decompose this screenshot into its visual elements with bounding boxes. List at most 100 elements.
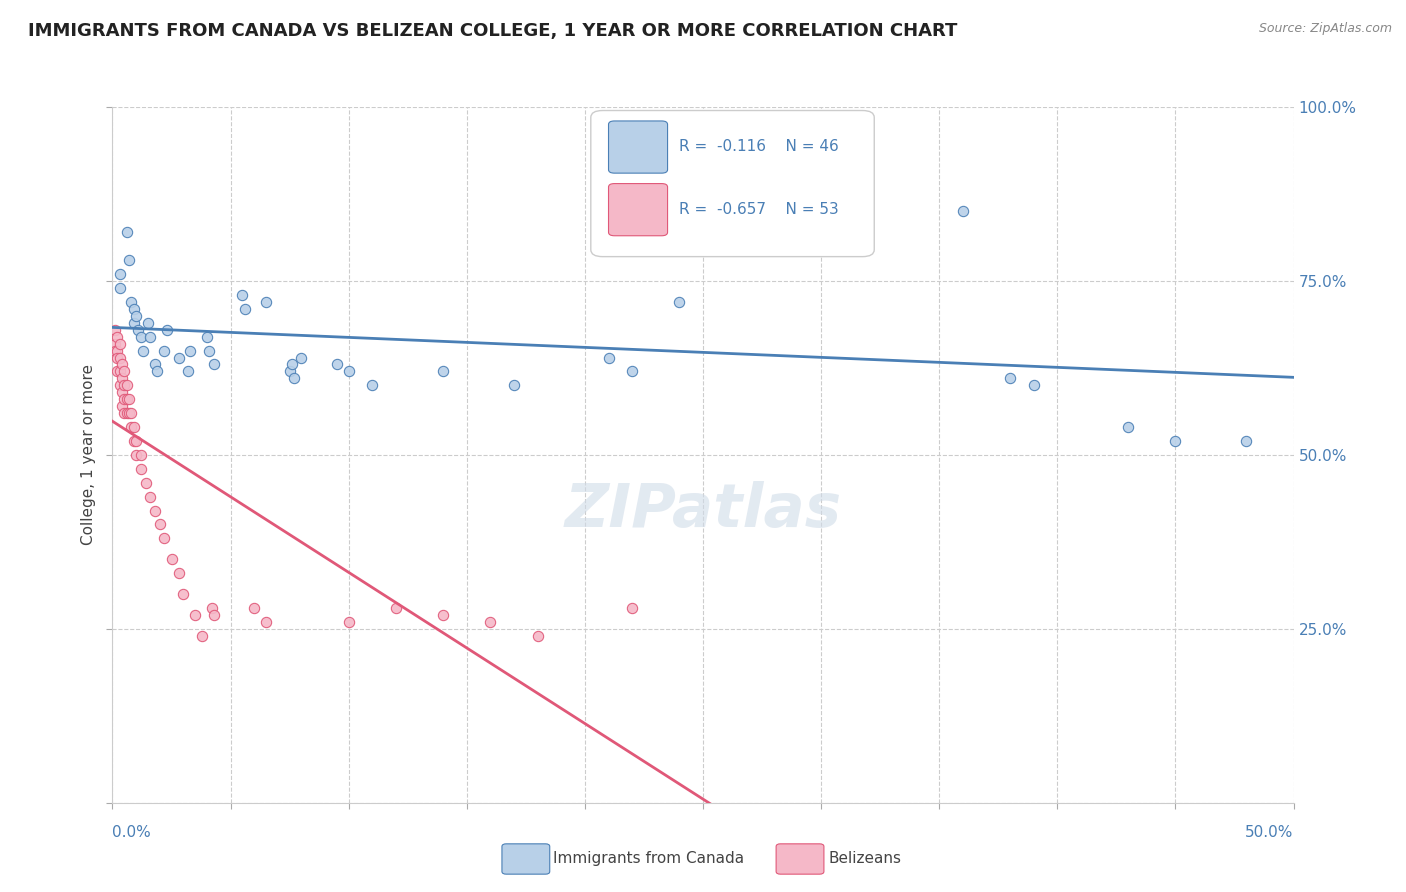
Point (104, 343, 127, 358)
Text: ZIPatlas: ZIPatlas (564, 481, 842, 540)
Point (120, 294, 142, 309)
Point (104, 323, 127, 337)
Point (432, 364, 454, 378)
Point (149, 517, 172, 532)
Point (129, 448, 152, 462)
Point (139, 329, 162, 343)
Text: Source: ZipAtlas.com: Source: ZipAtlas.com (1258, 22, 1392, 36)
Text: 50.0%: 50.0% (1246, 825, 1294, 840)
Point (118, 406, 141, 420)
Point (108, 378, 131, 392)
Point (432, 607, 454, 622)
Point (361, 378, 384, 392)
Point (337, 615, 360, 629)
Point (108, 267, 131, 281)
Point (254, 294, 277, 309)
Point (129, 462, 152, 476)
Point (105, 351, 128, 365)
Point (105, 343, 128, 358)
Point (998, 371, 1021, 385)
Point (112, 364, 135, 378)
Point (115, 392, 138, 407)
FancyBboxPatch shape (609, 121, 668, 173)
Point (122, 434, 145, 448)
Text: IMMIGRANTS FROM CANADA VS BELIZEAN COLLEGE, 1 YEAR OR MORE CORRELATION CHART: IMMIGRANTS FROM CANADA VS BELIZEAN COLLE… (28, 22, 957, 40)
Point (135, 475, 157, 490)
Point (326, 358, 349, 372)
Point (191, 629, 214, 643)
Point (120, 406, 142, 420)
Point (125, 309, 148, 323)
Point (127, 323, 149, 337)
Point (105, 329, 128, 343)
Point (143, 358, 166, 372)
Point (231, 288, 253, 302)
Point (385, 601, 408, 615)
Point (1022, 378, 1045, 392)
Point (118, 253, 141, 268)
Point (290, 351, 312, 365)
Point (281, 358, 304, 372)
Point (132, 343, 155, 358)
Point (122, 316, 145, 330)
Point (201, 601, 224, 615)
Point (278, 364, 301, 378)
Point (952, 204, 974, 219)
Point (337, 364, 360, 378)
FancyBboxPatch shape (609, 184, 668, 235)
Point (172, 587, 194, 601)
Point (122, 301, 145, 316)
FancyBboxPatch shape (591, 111, 875, 257)
Point (108, 351, 131, 365)
Point (122, 420, 145, 434)
Point (1234, 434, 1257, 448)
Text: R =  -0.116    N = 46: R = -0.116 N = 46 (679, 139, 839, 154)
Point (108, 364, 131, 378)
Point (503, 378, 526, 392)
Point (111, 371, 134, 385)
Point (108, 281, 131, 295)
Point (184, 607, 207, 622)
Text: 0.0%: 0.0% (112, 825, 152, 840)
Point (621, 364, 644, 378)
Point (668, 294, 690, 309)
Point (125, 448, 148, 462)
Point (112, 378, 135, 392)
Point (198, 343, 221, 358)
Point (139, 490, 162, 504)
Point (112, 392, 135, 407)
Point (202, 607, 225, 622)
Point (153, 532, 176, 546)
Point (136, 316, 159, 330)
Point (233, 301, 256, 316)
Point (111, 358, 134, 372)
Point (479, 615, 502, 629)
Point (283, 371, 305, 385)
Text: Immigrants from Canada: Immigrants from Canada (553, 852, 744, 866)
Point (111, 385, 134, 400)
Point (108, 336, 131, 351)
Point (621, 601, 644, 615)
Point (156, 323, 179, 337)
Point (111, 399, 134, 413)
Point (202, 358, 225, 372)
Text: R =  -0.657    N = 53: R = -0.657 N = 53 (679, 202, 839, 217)
Point (115, 406, 138, 420)
Point (146, 364, 169, 378)
Point (177, 364, 200, 378)
Point (526, 629, 548, 643)
Point (129, 329, 152, 343)
Point (112, 406, 135, 420)
Point (125, 434, 148, 448)
Point (160, 552, 183, 566)
Point (254, 615, 277, 629)
Point (105, 364, 128, 378)
Point (115, 378, 138, 392)
Y-axis label: College, 1 year or more: College, 1 year or more (80, 365, 96, 545)
Point (118, 392, 141, 407)
Point (120, 420, 142, 434)
Point (104, 336, 127, 351)
Point (858, 128, 880, 142)
Point (243, 601, 266, 615)
Point (195, 329, 218, 343)
